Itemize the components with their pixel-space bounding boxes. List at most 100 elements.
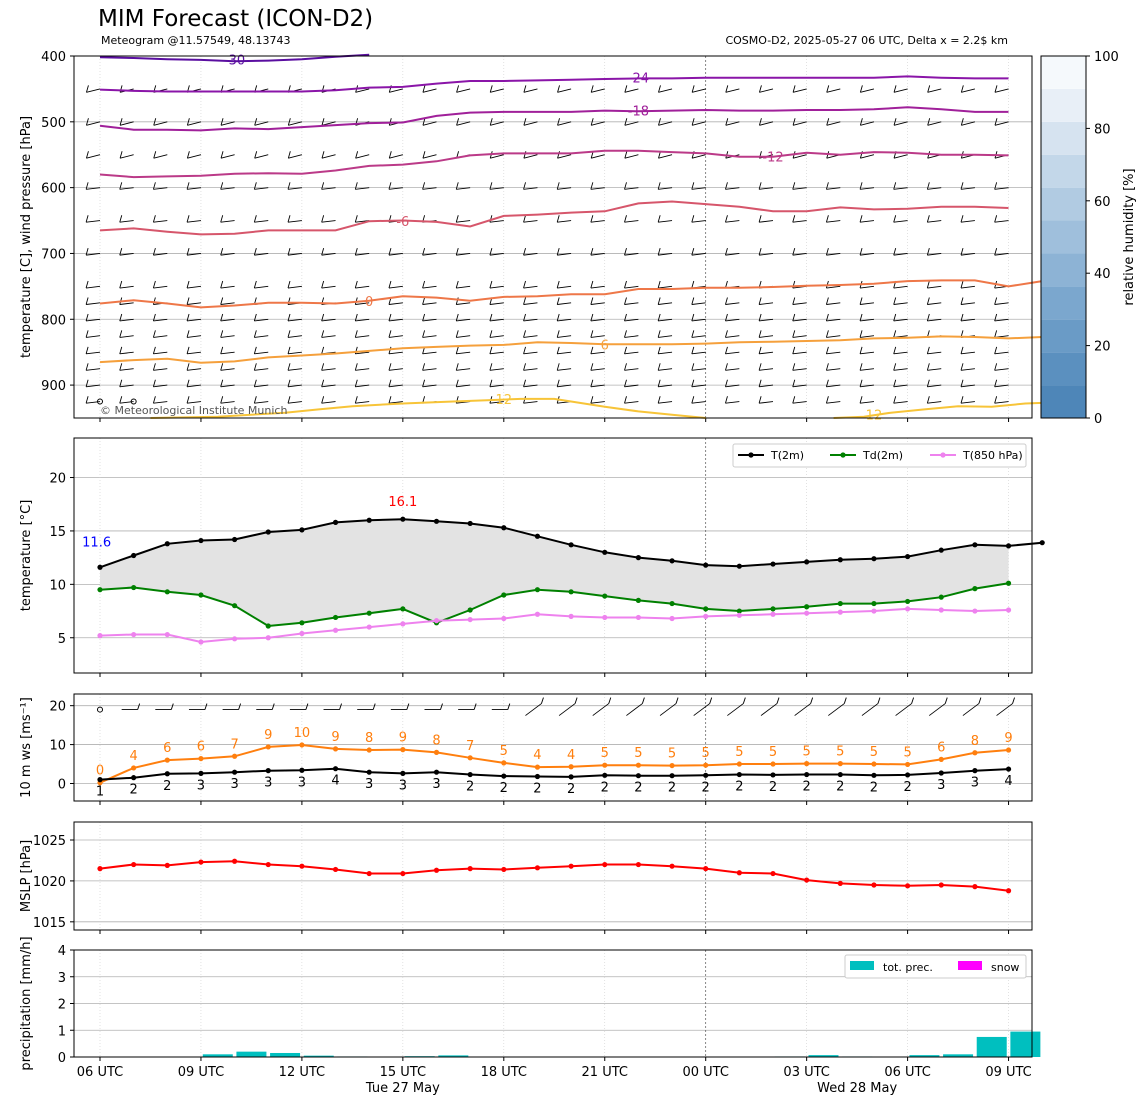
wind-barb-flag <box>624 248 627 256</box>
wind-barb-flag <box>354 313 358 322</box>
wind-barb <box>893 220 908 223</box>
wind-barb <box>422 351 437 355</box>
data-point <box>164 589 170 595</box>
wind-barb-flag <box>994 297 998 305</box>
wind-barb <box>355 351 370 355</box>
wind-barb-flag <box>792 118 796 126</box>
wind-barb-flag <box>859 346 863 354</box>
wind-barb-flag <box>220 379 224 387</box>
wind-barb <box>422 318 437 322</box>
wind-barb-flag <box>590 346 594 354</box>
wind-barb-flag <box>758 248 762 256</box>
wind-barb-flag <box>321 346 325 354</box>
wind-barb <box>792 384 807 388</box>
wind-barb-flag <box>691 248 695 256</box>
wind-barb <box>388 335 403 338</box>
wind-barb-flag <box>859 330 863 338</box>
wind-barb-flag <box>691 363 695 371</box>
wind-barb <box>826 88 841 93</box>
data-point <box>467 755 473 761</box>
precip-bar <box>270 1052 301 1057</box>
wind-barb-flag <box>186 215 190 223</box>
wind-barb <box>153 220 168 223</box>
wind-barb <box>355 187 370 190</box>
legend-marker <box>840 452 846 458</box>
legend: T(2m) Td(2m) T(850 hPa) <box>732 443 1027 468</box>
wind-barb <box>220 318 235 322</box>
wind-barb <box>893 351 908 355</box>
wind-barb-flag <box>624 330 627 338</box>
wind-barb <box>960 253 975 256</box>
wind-barb-flag <box>926 297 930 305</box>
data-point <box>232 769 238 775</box>
wind-barb <box>523 154 538 159</box>
wind-barb-flag <box>960 297 964 305</box>
wind-barb <box>523 285 538 289</box>
data-point <box>467 771 473 778</box>
wind-barb <box>624 88 639 93</box>
wind-barb-flag <box>657 313 661 322</box>
data-point <box>736 563 742 569</box>
wind-barb <box>759 121 774 126</box>
precip-bar <box>1010 1031 1041 1057</box>
wind-barb-flag <box>926 379 930 387</box>
wind-barb-flag <box>321 248 325 256</box>
wind-barb-flag <box>186 346 190 354</box>
wind-barb-flag <box>220 280 224 289</box>
wind-barb-flag <box>624 297 627 305</box>
data-point <box>534 611 541 617</box>
data-point <box>871 608 877 614</box>
wind-barb-flag <box>792 182 796 190</box>
data-point <box>1005 747 1012 753</box>
wind-barb <box>153 384 168 388</box>
wind-barb <box>557 335 572 338</box>
wind-barb <box>489 253 504 256</box>
data-point <box>366 517 372 523</box>
wind-barb <box>624 302 639 305</box>
gust-label: 4 <box>533 748 541 763</box>
wind-barb <box>489 401 504 404</box>
y-tick-label: 900 <box>41 379 66 394</box>
series-line <box>99 607 1009 644</box>
data-point <box>332 519 339 525</box>
wind-barb-flag <box>523 363 526 371</box>
wind-barb-flag <box>657 346 661 354</box>
wind-barb <box>489 220 504 223</box>
wind-barb-flag <box>624 280 627 289</box>
x-tick-label: 18 UTC <box>481 1065 527 1080</box>
wind-barb <box>927 318 942 322</box>
wind-barb-flag <box>994 346 998 354</box>
wind-barb-flag <box>590 215 594 223</box>
data-point <box>905 598 911 605</box>
wind-barb <box>490 88 504 93</box>
wind-barb <box>792 351 807 355</box>
wind-barb <box>523 351 538 355</box>
wind-barb-flag <box>994 313 998 322</box>
wind-barb <box>287 384 302 388</box>
gust-label: 5 <box>769 745 777 760</box>
gust-label: 0 <box>96 764 104 779</box>
wind-barb-flag <box>489 248 493 256</box>
wind-barb <box>153 318 168 322</box>
wind-barb-flag <box>624 85 628 93</box>
data-point <box>366 610 372 616</box>
y-tick-label: 20 <box>49 700 66 715</box>
data-point <box>669 773 675 779</box>
wind-barb-flag <box>859 85 863 93</box>
wind-barb-flag <box>859 363 863 371</box>
data-point <box>938 770 944 776</box>
wind-barb <box>456 384 471 388</box>
wind-barb-flag <box>388 379 392 387</box>
wind-barb <box>254 285 269 289</box>
wind-barb <box>658 154 673 159</box>
wind-barb <box>119 318 134 322</box>
wind-barb <box>153 285 168 289</box>
wind-barb <box>624 285 639 289</box>
y-tick-label: 2 <box>58 998 66 1013</box>
legend-marker <box>940 452 946 458</box>
wind-barb <box>187 121 202 126</box>
colorbar-segment <box>1041 154 1086 188</box>
mean-wind-label: 3 <box>971 776 979 791</box>
wind-barb <box>355 401 370 404</box>
